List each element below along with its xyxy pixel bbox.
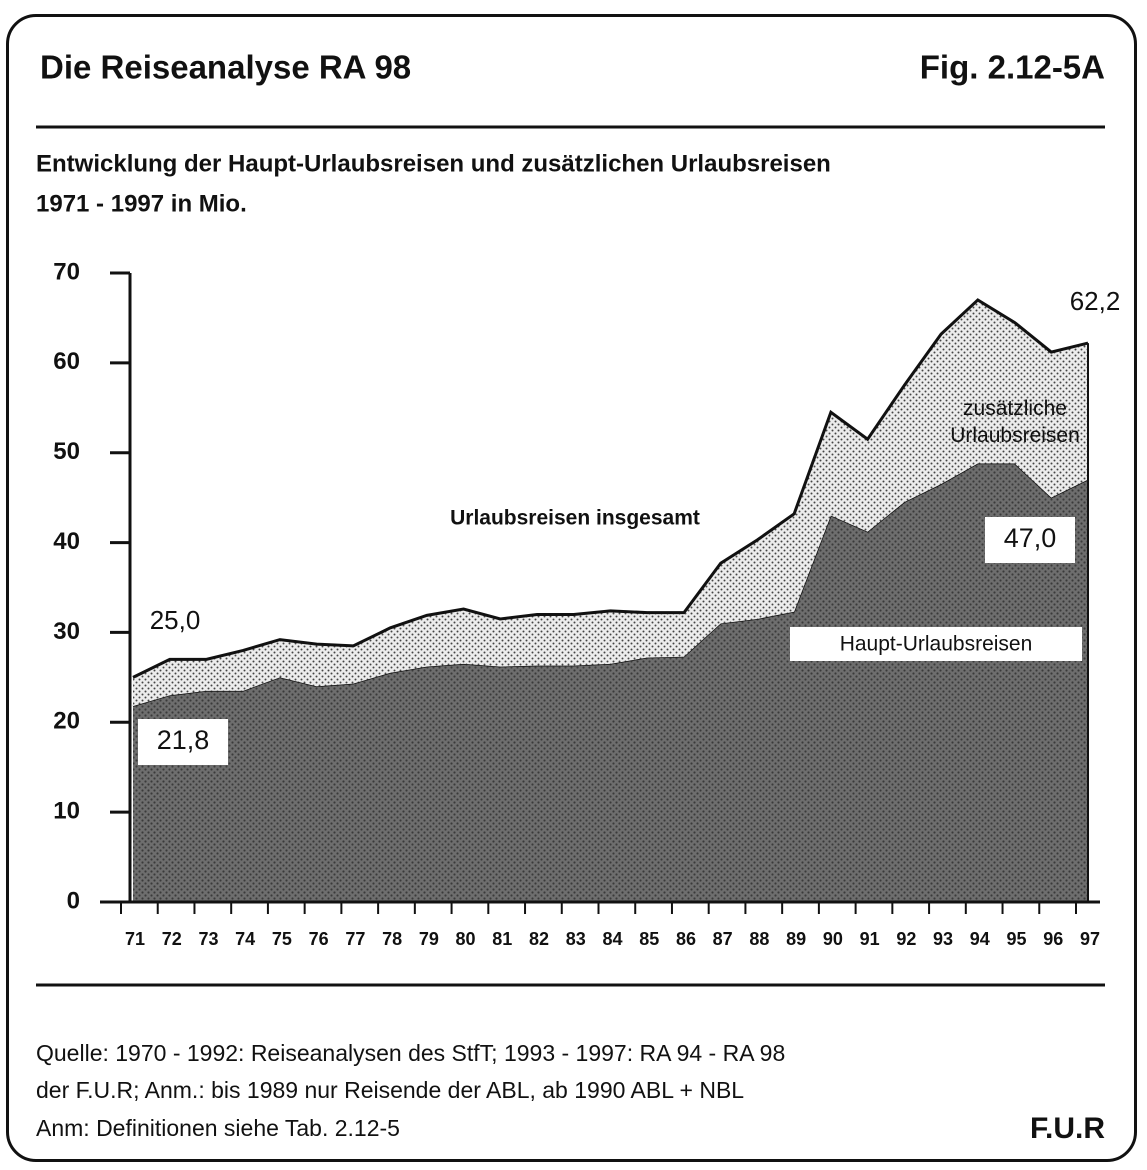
x-tick-label: 96	[1043, 929, 1063, 949]
y-tick-label: 30	[53, 618, 80, 645]
y-tick-label: 0	[67, 887, 80, 914]
value-label: 21,8	[157, 725, 210, 755]
x-tick-label: 77	[345, 929, 365, 949]
x-tick-label: 78	[382, 929, 402, 949]
area	[133, 299, 1088, 707]
figure-number: Fig. 2.12-5A	[920, 49, 1105, 86]
value-label-box	[138, 719, 228, 765]
series-label: Haupt-Urlaubsreisen	[840, 633, 1033, 656]
x-tick-label: 76	[309, 929, 329, 949]
value-label: 47,0	[1004, 523, 1057, 553]
area-edge	[132, 298, 1089, 679]
x-tick-label: 81	[492, 929, 512, 949]
x-tick-label: 94	[970, 929, 990, 949]
value-label-box	[985, 517, 1075, 563]
series-label: zusätzliche Urlaubsreisen	[950, 397, 1080, 447]
footer-line: Quelle: 1970 - 1992: Reiseanalysen des S…	[36, 1040, 785, 1066]
y-tick-label: 50	[53, 438, 80, 465]
x-tick-label: 82	[529, 929, 549, 949]
x-tick-label: 93	[933, 929, 953, 949]
footer-line: der F.U.R; Anm.: bis 1989 nur Reisende d…	[36, 1077, 744, 1103]
area	[133, 463, 1088, 902]
x-tick-label: 90	[823, 929, 843, 949]
x-tick-label: 92	[896, 929, 916, 949]
header-title: Die Reiseanalyse RA 98	[40, 49, 411, 86]
series-label-box	[790, 627, 1082, 661]
y-tick-label: 10	[53, 797, 80, 824]
x-tick-label: 71	[125, 929, 145, 949]
x-tick-label: 95	[1007, 929, 1027, 949]
x-tick-label: 80	[456, 929, 476, 949]
x-tick-label: 72	[162, 929, 182, 949]
total-series-label: Urlaubsreisen insgesamt	[450, 507, 700, 530]
x-tick-label: 86	[676, 929, 696, 949]
x-tick-label: 88	[749, 929, 769, 949]
x-tick-label: 83	[566, 929, 586, 949]
total-label: 62,2	[1070, 286, 1121, 316]
y-tick-label: 70	[53, 258, 80, 285]
y-tick-label: 40	[53, 528, 80, 555]
x-tick-label: 74	[235, 929, 255, 949]
brand: F.U.R	[1030, 1112, 1105, 1145]
total-label: 25,0	[150, 605, 201, 635]
x-tick-label: 97	[1080, 929, 1100, 949]
frame	[6, 14, 1137, 1162]
x-tick-label: 87	[713, 929, 733, 949]
x-tick-label: 73	[198, 929, 218, 949]
y-tick-label: 20	[53, 708, 80, 735]
x-tick-label: 89	[786, 929, 806, 949]
x-tick-label: 84	[602, 929, 622, 949]
x-tick-label: 85	[639, 929, 659, 949]
y-tick-label: 60	[53, 348, 80, 375]
x-tick-label: 91	[860, 929, 880, 949]
chart-title: Entwicklung der Haupt-Urlaubsreisen und …	[36, 150, 831, 177]
x-tick-label: 79	[419, 929, 439, 949]
chart-subtitle: 1971 - 1997 in Mio.	[36, 190, 247, 217]
footer-line: Anm: Definitionen siehe Tab. 2.12-5	[36, 1115, 400, 1141]
x-tick-label: 75	[272, 929, 292, 949]
